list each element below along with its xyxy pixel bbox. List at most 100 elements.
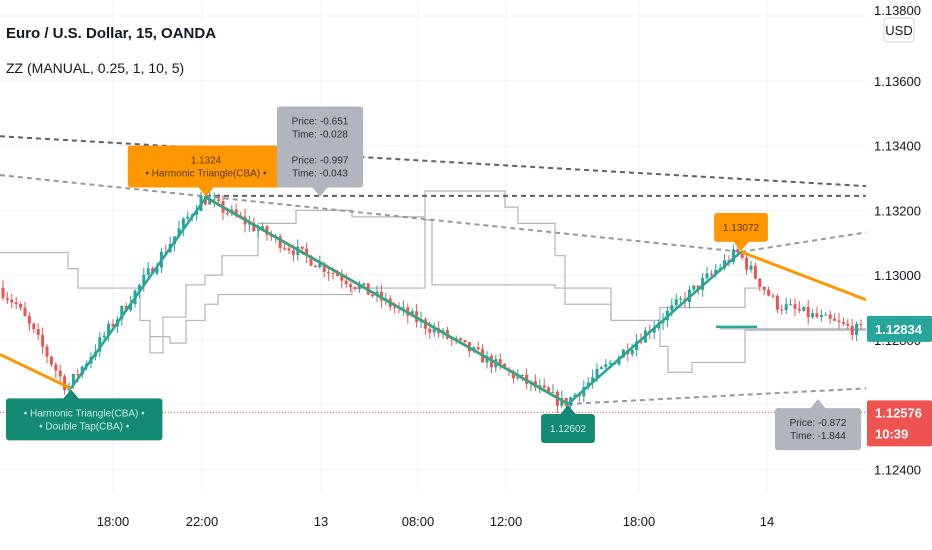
time-tick-label: 18:00: [623, 514, 656, 529]
candle-body: [740, 251, 744, 258]
candle-body: [859, 323, 863, 325]
label-text: Price: -0.872: [790, 418, 847, 429]
candle-body: [142, 274, 146, 285]
candle-body: [428, 328, 432, 333]
candle-body: [225, 212, 229, 214]
symbol-legend[interactable]: Euro / U.S. Dollar, 15, OANDA: [6, 25, 217, 42]
candle-body: [639, 341, 643, 343]
candle-body: [758, 278, 762, 287]
candle-body: [551, 391, 555, 393]
red-marker-tag: [867, 400, 932, 447]
candle-body: [331, 272, 335, 274]
label-pointer: [63, 389, 79, 399]
candle-body: [98, 337, 102, 352]
label-pointer: [198, 186, 214, 197]
candle-body: [432, 328, 436, 333]
dashed-line: [0, 174, 742, 253]
candle-body: [124, 306, 128, 311]
candle-body: [129, 303, 133, 311]
pivot-label-orange: 1.1324 • Harmonic Triangle(CBA) •: [127, 145, 285, 197]
label-box: [127, 145, 285, 188]
candle-body: [111, 323, 115, 327]
candle-body: [344, 280, 348, 285]
price-axis[interactable]: 1.136001.134001.132001.130001.128001.126…: [866, 0, 932, 550]
label-text: • Double Tap(CBA) •: [39, 421, 130, 432]
candle-body: [177, 228, 181, 237]
candle-body: [608, 362, 612, 365]
candle-body: [322, 263, 326, 272]
time-tick-label: 18:00: [97, 514, 130, 529]
dashed-line: [740, 231, 867, 253]
zigzag-line: [69, 195, 742, 406]
candle-body: [36, 329, 40, 335]
label-text: 1.12602: [550, 424, 587, 435]
candle-body: [309, 255, 313, 266]
candle-body: [714, 269, 718, 274]
candle-body: [749, 265, 753, 270]
candle-body: [802, 306, 806, 311]
candle-body: [1, 287, 5, 299]
candle-body: [208, 199, 212, 205]
candle-body: [819, 314, 823, 318]
candle-body: [679, 298, 683, 300]
label-text: 1.1324: [191, 155, 222, 166]
candle-body: [591, 377, 595, 383]
time-axis[interactable]: 18:00 22:00 13 08:00 12:00 18:00 14: [0, 492, 866, 550]
candle-body: [511, 371, 515, 379]
label-box: [714, 212, 768, 242]
candle-body: [283, 248, 287, 250]
candle-body: [670, 305, 674, 311]
candle-body: [327, 271, 331, 273]
label-box: [774, 408, 862, 451]
candle-body: [599, 367, 603, 369]
candle-body: [212, 199, 216, 201]
dashed-line: [0, 135, 867, 188]
candle-body: [45, 346, 49, 357]
candle-body: [71, 374, 75, 386]
candle-body: [305, 248, 309, 256]
candle-body: [806, 306, 810, 318]
pivot-label-gray: Price: -0.651 Time: -0.028 Price: -0.997 Ti…: [276, 106, 364, 197]
candle-body: [771, 295, 775, 297]
candle-body: [14, 302, 18, 305]
candle-body: [630, 349, 634, 355]
candle-body: [155, 267, 159, 274]
candle-body: [736, 249, 740, 252]
currency-button[interactable]: USD: [883, 17, 915, 43]
candle-body: [291, 250, 295, 256]
candle-body: [300, 246, 304, 249]
candle-body: [49, 356, 53, 365]
orange-line: [0, 353, 72, 390]
current-price-text: 1.12834: [875, 322, 923, 337]
price-tick-label: 1.13600: [874, 74, 921, 89]
label-text: Price: -0.651: [292, 116, 349, 127]
pivot-labels: 1.1324 • Harmonic Triangle(CBA) • Price: -…: [6, 106, 862, 451]
candle-body: [709, 273, 713, 275]
candle-body: [635, 341, 639, 350]
red-marker-price: 1.12576: [875, 405, 922, 420]
candle-body: [146, 268, 150, 275]
candle-body: [837, 320, 841, 322]
candle-body: [547, 387, 551, 393]
time-axis-bg: [0, 492, 866, 550]
candle-body: [520, 374, 524, 376]
candle-body: [32, 323, 36, 330]
candle-body: [855, 323, 859, 336]
candle-body: [41, 334, 45, 347]
candle-body: [542, 385, 546, 388]
candle-body: [234, 209, 238, 216]
time-tick-label: 12:00: [490, 514, 523, 529]
candle-body: [102, 335, 106, 338]
candle-body: [745, 257, 749, 270]
label-text: Price: -0.997: [292, 155, 349, 166]
time-tick-label: 13: [314, 514, 328, 529]
candle-body: [393, 306, 397, 308]
indicator-legend[interactable]: ZZ (MANUAL, 0.25, 1, 10, 5): [6, 60, 185, 76]
label-pointer: [560, 404, 576, 415]
label-text: • Harmonic Triangle(CBA) •: [146, 168, 267, 179]
candle-body: [797, 308, 801, 311]
time-tick-label: 14: [760, 514, 774, 529]
pivot-label-teal: • Harmonic Triangle(CBA) • • Double Tap(C…: [6, 389, 163, 441]
candle-body: [731, 249, 735, 263]
